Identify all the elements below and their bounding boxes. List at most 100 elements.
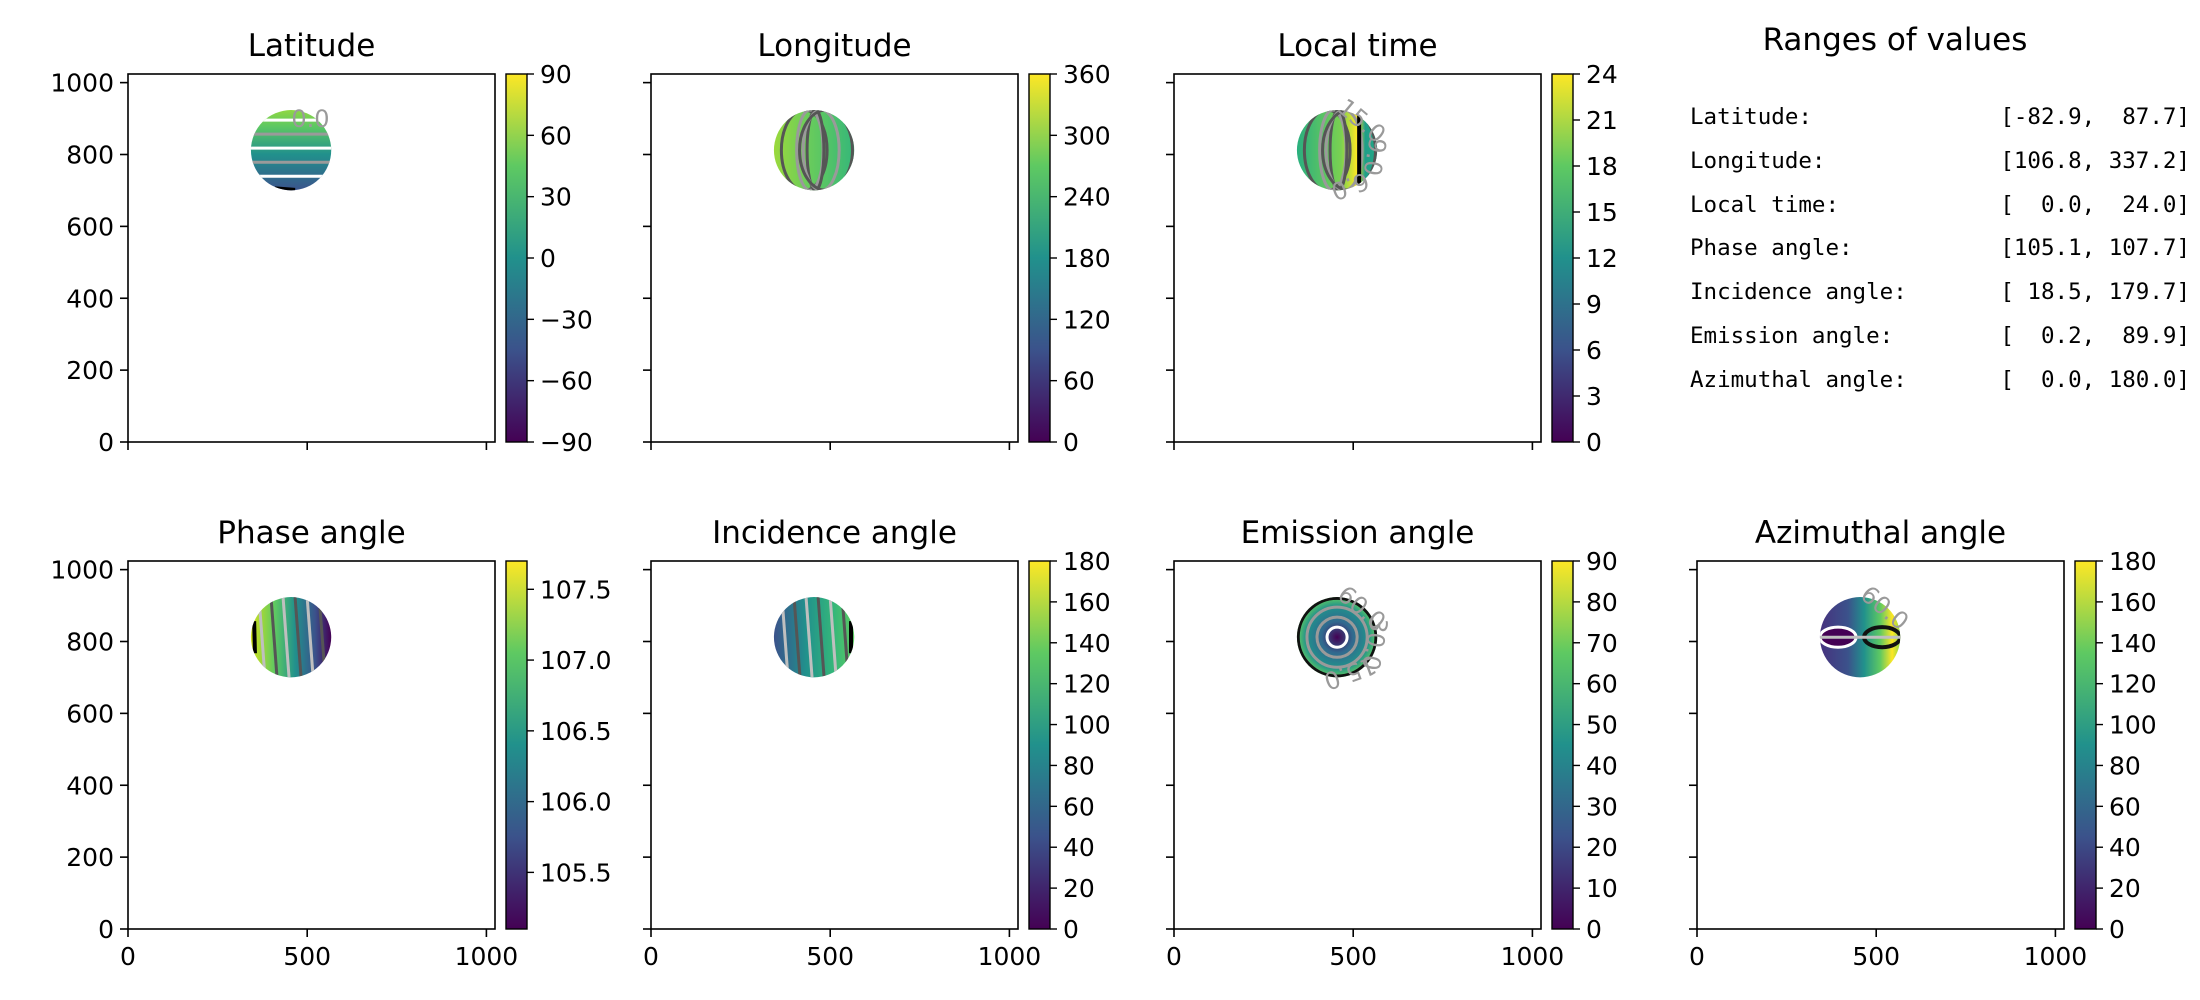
disk-image <box>1296 597 1378 678</box>
colorbar-tick-label: 120 <box>1063 305 1111 334</box>
range-row: Emission angle: [ 0.2, 89.9] <box>1690 323 2190 367</box>
colorbar-tick-label: 80 <box>1063 751 1095 780</box>
colorbar-tick-label: 107.5 <box>540 575 612 604</box>
axes-frame <box>650 560 1019 930</box>
panel-incidence-angle: Incidence angle 0 500 1000 0 20 40 60 80 100 120 14… <box>643 515 1111 971</box>
range-value: [-82.9, 87.7] <box>2000 104 2190 130</box>
axes-frame <box>127 73 496 443</box>
range-row: Incidence angle: [ 18.5, 179.7] <box>1690 279 2190 323</box>
colorbar <box>1028 560 1051 930</box>
range-row: Local time: [ 0.0, 24.0] <box>1690 192 2190 236</box>
colorbar-tick-label: 18 <box>1586 152 1618 181</box>
contour-line <box>274 186 296 191</box>
range-value: [105.1, 107.7] <box>2000 235 2190 262</box>
colorbar-tick-label: 140 <box>1063 629 1111 658</box>
colorbar-tick-label: 180 <box>1063 547 1111 576</box>
colorbar-tick-label: 240 <box>1063 183 1111 212</box>
colorbar-tick-label: 80 <box>2109 751 2141 780</box>
colorbar-tick-label: 60 <box>1586 670 1618 699</box>
range-row: Latitude: [-82.9, 87.7] <box>1690 104 2190 148</box>
colorbar-tick-label: 100 <box>1063 711 1111 740</box>
contour-label: 0.0 <box>291 105 329 133</box>
disk-image <box>773 110 855 191</box>
colorbar-tick-label: 0 <box>1586 428 1602 457</box>
colorbar-tick-label: 140 <box>2109 629 2157 658</box>
colorbar-tick-label: 180 <box>1063 244 1111 273</box>
contour-line <box>1325 625 1349 649</box>
ranges-title: Ranges of values <box>1762 22 2028 58</box>
colorbar-tick-label: 30 <box>1586 792 1618 821</box>
colorbar-tick-label: 160 <box>2109 588 2157 617</box>
x-tick-label: 1000 <box>2024 942 2088 971</box>
range-label: Azimuthal angle: <box>1690 366 1907 393</box>
range-row: Azimuthal angle: [ 0.0, 180.0] <box>1690 367 2190 411</box>
colorbar-tick-label: 0 <box>540 244 556 273</box>
panel-title: Phase angle <box>217 515 405 551</box>
colorbar-tick-label: 106.5 <box>540 717 612 746</box>
x-tick-label: 0 <box>1166 942 1182 971</box>
range-label: Local time: <box>1690 191 1840 218</box>
colorbar-tick-label: 360 <box>1063 60 1111 89</box>
x-tick-label: 1000 <box>1501 942 1565 971</box>
range-label: Latitude: <box>1690 104 1812 130</box>
x-tick-label: 500 <box>283 942 331 971</box>
panel-title: Azimuthal angle <box>1755 515 2006 551</box>
colorbar-tick-label: 0 <box>1586 915 1602 944</box>
contour-line <box>798 110 854 191</box>
contour-label: 9.0 <box>1357 136 1391 178</box>
x-tick-label: 500 <box>806 942 854 971</box>
range-value: [ 0.0, 24.0] <box>2000 191 2190 218</box>
colorbar-tick-label: 40 <box>1586 751 1618 780</box>
colorbar-tick-label: 20 <box>1063 874 1095 903</box>
colorbar-tick-label: 0 <box>1063 428 1079 457</box>
colorbar-tick-label: −30 <box>540 305 593 334</box>
colorbar <box>2074 560 2097 930</box>
axes-frame <box>127 560 496 930</box>
panel-title: Longitude <box>757 28 911 64</box>
ranges-table: Latitude: [-82.9, 87.7] Longitude: [106.8,… <box>1690 104 2190 411</box>
colorbar <box>1028 73 1051 443</box>
colorbar-tick-label: 10 <box>1586 874 1618 903</box>
contour-line <box>1305 605 1369 669</box>
colorbar <box>1551 560 1574 930</box>
y-tick-label: 400 <box>66 771 114 800</box>
colorbar-tick-label: 0 <box>1063 915 1079 944</box>
contour-line <box>1315 615 1359 659</box>
contour-line <box>801 110 841 191</box>
x-tick-label: 1000 <box>455 942 519 971</box>
contour-line <box>792 597 802 678</box>
disk-image <box>250 110 332 191</box>
colorbar-tick-label: 40 <box>1063 833 1095 862</box>
contour-line <box>1324 110 1364 191</box>
panel-phase-angle: Phase angle 0 500 1000 0 200 400 600 800 1000 105.… <box>50 515 611 971</box>
colorbar-tick-label: 60 <box>1063 792 1095 821</box>
axes-frame <box>1173 73 1542 443</box>
range-value: [ 0.2, 89.9] <box>2000 322 2190 349</box>
range-value: [ 0.0, 180.0] <box>2000 366 2190 393</box>
y-tick-label: 0 <box>98 428 114 457</box>
contour-line <box>281 597 291 678</box>
colorbar-tick-label: 40 <box>2109 833 2141 862</box>
range-label: Emission angle: <box>1690 322 1894 349</box>
contour-line <box>1321 110 1377 191</box>
colorbar-tick-label: 3 <box>1586 382 1602 411</box>
contour-line <box>816 597 826 678</box>
contour-line <box>805 110 826 191</box>
range-row: Longitude: [106.8, 337.2] <box>1690 148 2190 192</box>
y-tick-label: 400 <box>66 284 114 313</box>
contour-line <box>1302 110 1352 191</box>
panel-title: Incidence angle <box>712 515 957 551</box>
x-tick-label: 0 <box>1689 942 1705 971</box>
axes-frame <box>650 73 1019 443</box>
x-tick-label: 0 <box>120 942 136 971</box>
colorbar-tick-label: 15 <box>1586 198 1618 227</box>
y-tick-label: 600 <box>66 212 114 241</box>
contour-line <box>1328 110 1349 191</box>
colorbar-tick-label: 300 <box>1063 121 1111 150</box>
colorbar-tick-label: 70 <box>1586 629 1618 658</box>
colorbar-tick-label: 105.5 <box>540 858 612 887</box>
colorbar-tick-label: 60 <box>2109 792 2141 821</box>
colorbar-tick-label: 60 <box>1063 367 1095 396</box>
